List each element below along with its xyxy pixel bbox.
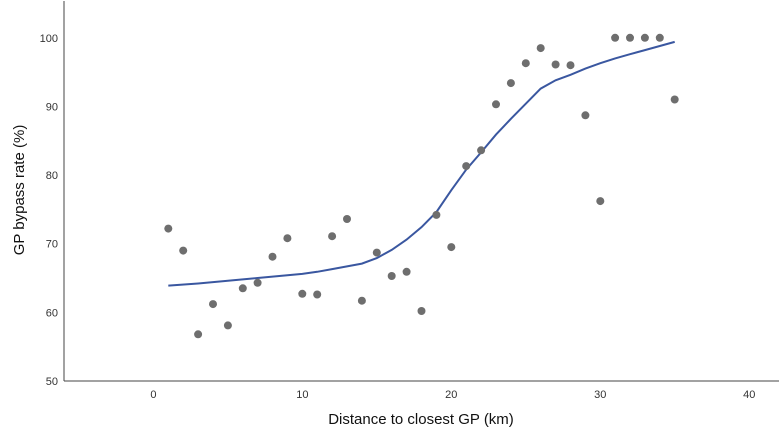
y-tick-label: 90 xyxy=(46,101,58,113)
data-point xyxy=(402,267,411,276)
data-point xyxy=(387,272,396,280)
data-point xyxy=(268,252,277,261)
data-point xyxy=(447,243,456,252)
data-point xyxy=(477,146,486,155)
data-point xyxy=(640,33,649,42)
x-tick-label: 40 xyxy=(743,389,755,401)
data-point xyxy=(670,95,679,104)
data-point xyxy=(357,296,366,305)
x-tick-label: 30 xyxy=(594,389,606,401)
data-point xyxy=(328,232,337,241)
data-point xyxy=(521,59,530,68)
data-point xyxy=(298,289,307,298)
data-point xyxy=(179,246,188,255)
data-point xyxy=(626,33,634,42)
data-point xyxy=(283,234,292,243)
data-point xyxy=(596,197,605,206)
fit-line-layer xyxy=(168,40,675,287)
y-tick-label: 50 xyxy=(46,376,58,388)
data-point xyxy=(313,290,322,299)
data-points-layer xyxy=(164,33,679,339)
chart-axes xyxy=(63,1,779,382)
x-tick-label: 20 xyxy=(445,389,457,401)
data-point xyxy=(566,61,575,70)
data-point xyxy=(209,300,217,309)
data-point xyxy=(432,210,441,219)
y-tick-label: 70 xyxy=(46,239,58,251)
data-point xyxy=(253,278,262,287)
y-tick-labels: 50 60 70 80 90 100 xyxy=(40,33,58,388)
y-tick-label: 100 xyxy=(40,33,58,45)
data-point xyxy=(372,248,381,257)
data-point xyxy=(492,100,500,109)
data-point xyxy=(417,307,426,315)
data-point xyxy=(536,44,545,53)
y-tick-label: 60 xyxy=(46,307,58,319)
data-point xyxy=(655,33,664,42)
data-point xyxy=(581,111,590,120)
data-point xyxy=(164,224,173,233)
x-tick-label: 10 xyxy=(296,389,308,401)
data-point xyxy=(462,162,471,171)
fit-line xyxy=(168,40,675,287)
data-point xyxy=(238,284,247,293)
data-point xyxy=(194,330,203,339)
data-point xyxy=(551,60,560,69)
x-tick-labels: 0 10 20 30 40 xyxy=(150,389,755,401)
data-point xyxy=(506,79,515,88)
data-point xyxy=(223,321,232,330)
x-axis-title: Distance to closest GP (km) xyxy=(328,411,514,428)
x-tick-label: 0 xyxy=(150,389,156,401)
y-tick-label: 80 xyxy=(46,170,58,182)
data-point xyxy=(611,33,620,42)
y-axis-title: GP bypass rate (%) xyxy=(11,125,28,256)
data-point xyxy=(343,215,351,223)
